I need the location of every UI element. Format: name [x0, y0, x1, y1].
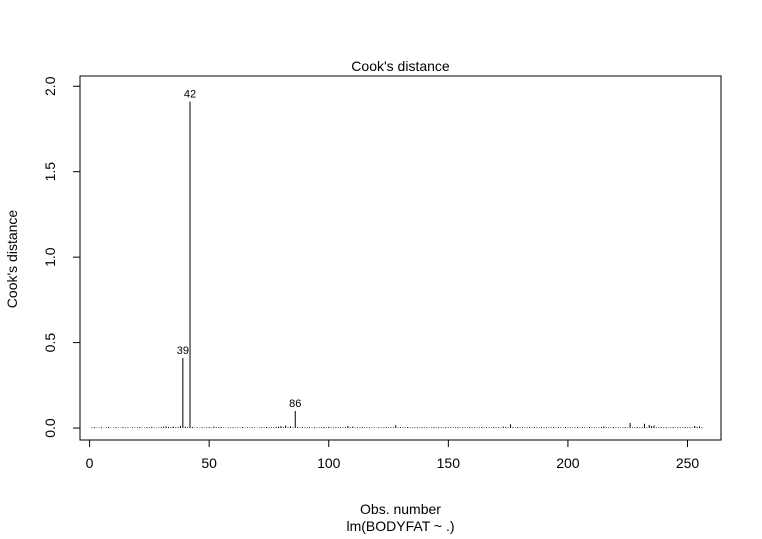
plot-box — [79, 75, 722, 441]
x-tick-label: 50 — [201, 455, 217, 471]
x-tick-label: 100 — [317, 455, 341, 471]
chart-title: Cook's distance — [351, 58, 450, 74]
y-tick-label: 2.0 — [42, 76, 58, 96]
x-tick-label: 150 — [437, 455, 461, 471]
x-tick-label: 0 — [86, 455, 94, 471]
x-tick-label: 250 — [676, 455, 700, 471]
y-axis: 0.0 0.5 1.0 1.5 2.0 — [42, 76, 81, 438]
y-tick-label: 1.5 — [42, 162, 58, 182]
y-tick-label: 0.0 — [42, 418, 58, 438]
x-axis-sublabel: lm(BODYFAT ~ .) — [347, 518, 455, 534]
y-tick-label: 0.5 — [42, 333, 58, 353]
y-axis-label: Cook's distance — [4, 210, 20, 309]
point-label: 86 — [289, 398, 301, 410]
x-tick-label: 200 — [556, 455, 580, 471]
point-label: 39 — [177, 345, 189, 357]
point-labels: 39 42 86 — [177, 89, 302, 410]
x-axis: 0 50 100 150 200 250 — [86, 439, 700, 471]
bars-group — [91, 101, 703, 429]
point-label: 42 — [184, 89, 196, 101]
y-tick-label: 1.0 — [42, 247, 58, 267]
x-axis-label: Obs. number — [360, 501, 441, 517]
